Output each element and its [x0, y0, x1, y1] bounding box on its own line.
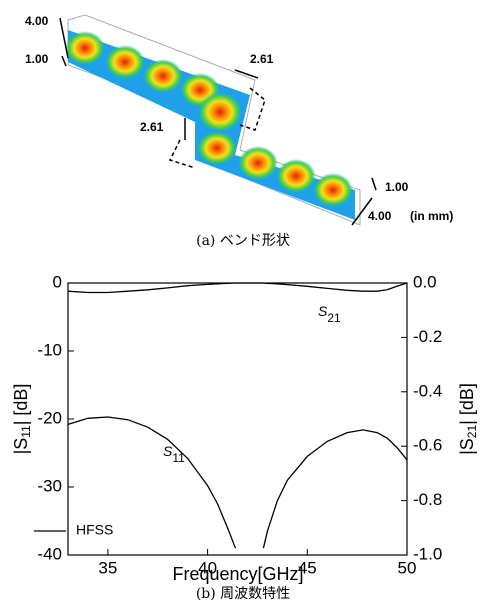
annotation-sub: 21: [327, 311, 341, 325]
y2-tick-label: -0.2: [413, 327, 442, 346]
y-tick-label: -10: [37, 340, 62, 359]
caption: (b) 周波数特性: [196, 586, 290, 602]
x-tick-label: 45: [298, 558, 317, 577]
y-axis-label-part: 11: [19, 425, 33, 438]
dimension: 2.61: [140, 120, 164, 134]
dimension: 1.00: [25, 52, 49, 66]
y2-tick-label: -0.4: [413, 381, 442, 400]
y-tick-label: -20: [37, 408, 62, 427]
figure: 4.00 1.00 2.61 2.61 1.00 4.00 (in mm) (a…: [0, 0, 486, 605]
waveguide-render: [60, 15, 376, 225]
series-line: [68, 283, 407, 293]
dimension: 4.00: [25, 14, 49, 28]
y-tick-label: -30: [37, 476, 62, 495]
legend-label: HFSS: [76, 522, 113, 538]
y-axis-label-part: |S: [11, 438, 31, 455]
y2-axis-label-part: 21: [465, 425, 479, 439]
x-tick-label: 40: [198, 558, 217, 577]
dimension: 1.00: [385, 180, 409, 194]
y2-tick-label: -1.0: [413, 544, 442, 563]
y-axis-label-part: | [dB]: [11, 384, 31, 426]
y2-tick-label: -0.6: [413, 436, 442, 455]
series-annotation: S21: [318, 303, 341, 325]
y-axis-label: |S11| [dB]: [11, 384, 33, 455]
y2-axis-label-part: |S: [457, 438, 477, 455]
caption: (a) ベンド形状: [196, 233, 290, 249]
dimension: 4.00: [368, 209, 392, 223]
y2-tick-label: 0.0: [413, 272, 437, 291]
y-tick-label: -40: [37, 544, 62, 563]
y2-tick-label: -0.8: [413, 490, 442, 509]
x-axis-label: Frequency[GHz]: [172, 564, 303, 584]
unit-note: (in mm): [410, 209, 453, 223]
y-tick-label: 0: [53, 272, 62, 291]
y2-axis-label-part: | [dB]: [457, 383, 477, 425]
annotation-sub: 11: [172, 451, 185, 465]
series-line: [68, 417, 407, 548]
y2-axis-label: |S21| [dB]: [457, 383, 479, 455]
x-tick-label: 35: [98, 558, 117, 577]
dimension: 2.61: [250, 52, 274, 66]
